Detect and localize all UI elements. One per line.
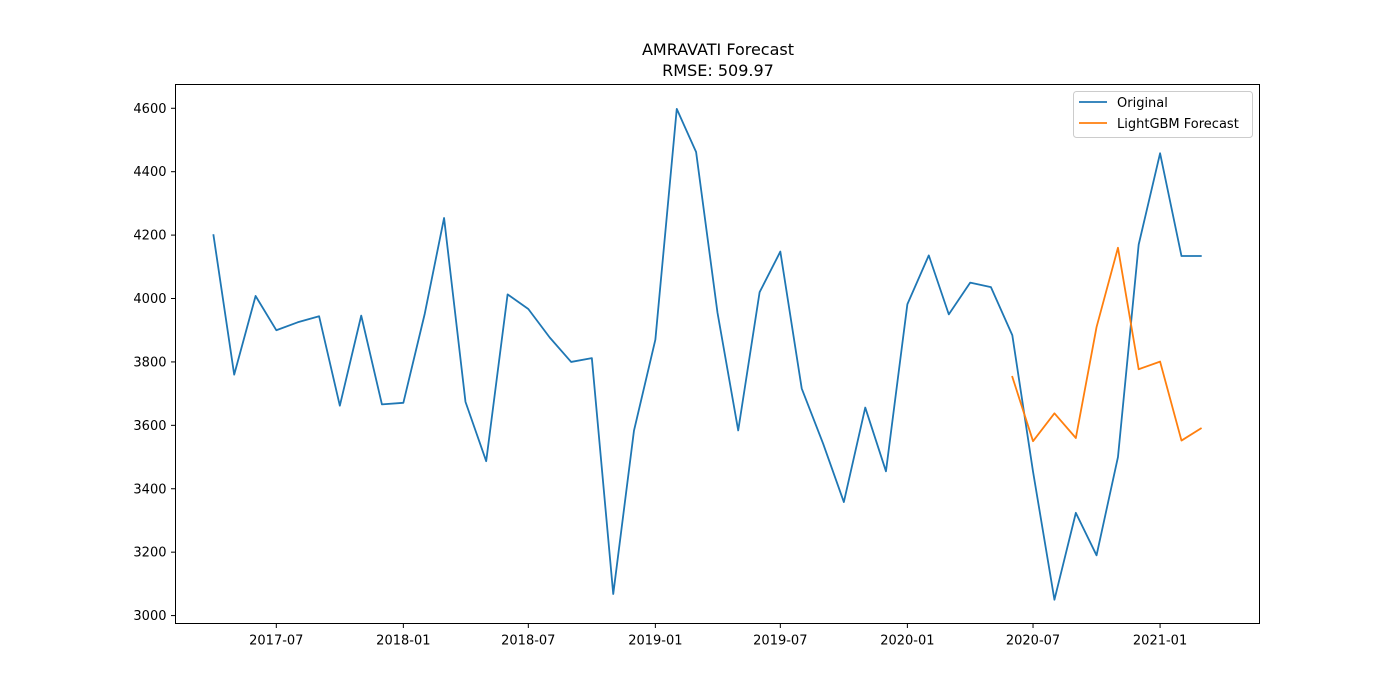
legend-frame — [1073, 91, 1253, 138]
series-layer — [212, 108, 1203, 601]
y-tick-label: 4400 — [133, 165, 166, 180]
x-tick-label: 2020-07 — [1006, 634, 1060, 649]
series-line-original — [212, 108, 1202, 601]
y-tick-label: 3200 — [133, 546, 166, 561]
chart-title: AMRAVATI Forecast — [642, 40, 794, 59]
y-tick-label: 4600 — [133, 102, 166, 117]
legend: Original LightGBM Forecast — [1073, 91, 1253, 138]
x-tick-label: 2017-07 — [249, 634, 303, 649]
x-tick-label: 2019-07 — [753, 634, 807, 649]
series-line-lightgbm-forecast — [1011, 246, 1203, 443]
x-tick-label: 2019-01 — [628, 634, 682, 649]
y-tick-label: 3000 — [133, 609, 166, 624]
plot-frame — [175, 84, 1260, 624]
x-tick-label: 2018-01 — [376, 634, 430, 649]
y-tick-label: 4000 — [133, 292, 166, 307]
legend-label-original: Original — [1117, 96, 1168, 111]
y-axis: 3000 3200 3400 3600 3800 4000 4200 4400 4600 — [133, 102, 176, 624]
x-axis: 2017-07 2018-01 2018-07 2019-01 2019-07 2020-… — [249, 623, 1187, 649]
y-tick-label: 3800 — [133, 355, 166, 370]
x-tick-label: 2020-01 — [880, 634, 934, 649]
y-tick-label: 3400 — [133, 482, 166, 497]
legend-label-forecast: LightGBM Forecast — [1117, 117, 1239, 132]
x-tick-label: 2021-01 — [1133, 634, 1187, 649]
y-tick-label: 4200 — [133, 229, 166, 244]
x-tick-label: 2018-07 — [501, 634, 555, 649]
y-tick-label: 3600 — [133, 419, 166, 434]
chart-subtitle: RMSE: 509.97 — [662, 61, 774, 80]
